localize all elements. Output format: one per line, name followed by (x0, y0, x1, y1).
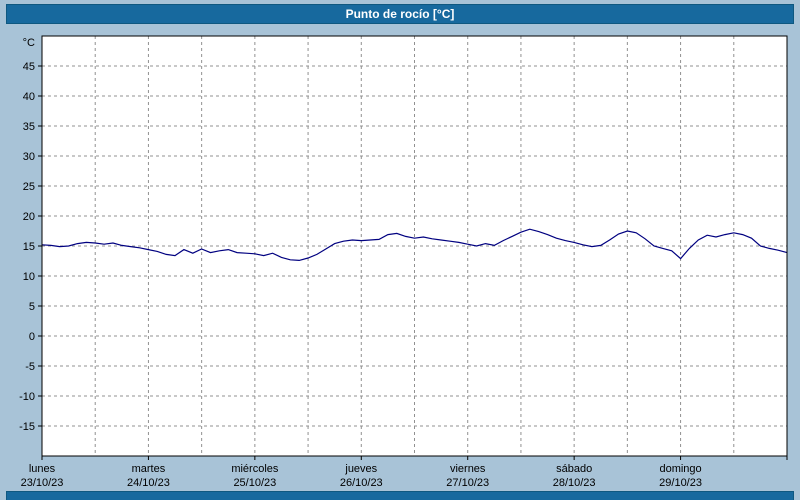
y-tick-label: -10 (19, 391, 35, 403)
plot-border (41, 35, 788, 457)
x-day-label: domingo (659, 463, 701, 475)
y-tick-label: -15 (19, 421, 35, 433)
y-tick-label: 15 (23, 241, 35, 253)
x-day-label: miércoles (231, 463, 279, 475)
x-day-label: sábado (556, 463, 592, 475)
y-tick-label: 45 (23, 61, 35, 73)
x-date-label: 28/10/23 (553, 477, 596, 489)
dewpoint-line (41, 228, 788, 262)
x-day-label: lunes (29, 463, 56, 475)
y-tick-label: 5 (29, 301, 35, 313)
y-tick-label: 0 (29, 331, 35, 343)
y-tick-label: -5 (25, 361, 35, 373)
x-day-label: jueves (344, 463, 377, 475)
x-day-label: martes (132, 463, 166, 475)
x-day-label: viernes (450, 463, 486, 475)
y-tick-label: 40 (23, 91, 35, 103)
x-date-label: 29/10/23 (659, 477, 702, 489)
x-date-label: 26/10/23 (340, 477, 383, 489)
x-date-label: 23/10/23 (21, 477, 64, 489)
x-date-label: 27/10/23 (446, 477, 489, 489)
x-date-label: 24/10/23 (127, 477, 170, 489)
y-tick-label: 25 (23, 181, 35, 193)
bottom-bar (6, 491, 794, 500)
y-tick-label: 35 (23, 121, 35, 133)
chart-title-bar: Punto de rocío [°C] (6, 4, 794, 24)
y-tick-label: 30 (23, 151, 35, 163)
y-tick-label: 20 (23, 211, 35, 223)
y-tick-label: 10 (23, 271, 35, 283)
y-axis-unit: °C (23, 37, 35, 49)
x-date-label: 25/10/23 (233, 477, 276, 489)
chart-title: Punto de rocío [°C] (345, 7, 455, 21)
